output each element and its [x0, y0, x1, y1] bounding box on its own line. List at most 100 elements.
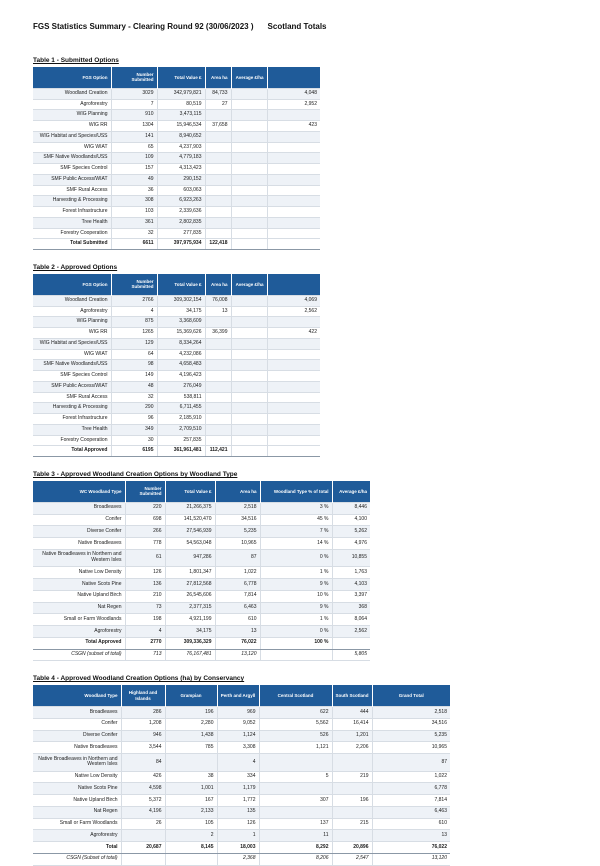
row-label: Conifer [33, 513, 126, 527]
table-row: Forestry Cooperation 32 277,835 [33, 227, 320, 240]
cell [231, 87, 268, 100]
cell: 526 [259, 729, 333, 743]
row-label: Native Upland Birch [33, 589, 126, 603]
cell: 15,946,534 [157, 120, 206, 132]
table-row-total: Total 20,687 8,145 18,003 8,292 20,896 76,022 [33, 841, 450, 854]
table-row-total: Total Approved 2770 309,336,329 76,022 100 % [33, 636, 370, 650]
cell: 7 % [260, 525, 333, 539]
column-header: Average £/ha [230, 67, 267, 89]
row-label: Native Broadleaves [33, 537, 126, 550]
cell [231, 109, 268, 122]
table-row: Agroforestry 2 1 11 13 [33, 829, 450, 843]
cell: 20,687 [121, 841, 166, 854]
cell [205, 402, 232, 415]
row-label: SMF Public Access/WIAT [33, 173, 112, 186]
column-header: Woodland Type % of total [259, 481, 332, 503]
cell: 13 [372, 829, 450, 843]
cell [205, 173, 232, 186]
cell [231, 195, 268, 208]
table-row: SMF Rural Access 36 603,063 [33, 184, 320, 197]
cell: 4,779,183 [157, 152, 206, 165]
cell: 65 [111, 141, 158, 154]
column-header: Number Submitted [110, 274, 157, 296]
cell [231, 337, 268, 350]
column-header: Total Value £ [156, 274, 205, 296]
cell: 308 [111, 195, 158, 208]
row-label: Harvesting & Processing [33, 195, 112, 208]
cell: 6,923,263 [157, 195, 206, 208]
cell: 290,152 [157, 173, 206, 186]
table-row: SMF Species Control 149 4,196,423 [33, 370, 320, 382]
cell: 361 [111, 216, 158, 229]
cell [267, 380, 320, 393]
cell: 8,145 [165, 841, 218, 854]
cell: 8,446 [332, 501, 370, 515]
cell: 426 [121, 770, 166, 784]
cell [205, 370, 232, 382]
cell [205, 130, 232, 143]
cell: 4 [217, 753, 260, 772]
row-label: SMF Rural Access [33, 184, 112, 197]
cell: 4,658,483 [157, 359, 206, 372]
cell: 4,103 [332, 578, 370, 591]
cell: 141,520,470 [165, 513, 216, 527]
row-label: SMF Species Control [33, 370, 112, 382]
table-row: Forest Infrastructure 96 2,185,910 [33, 413, 320, 425]
cell: 0 % [260, 625, 333, 638]
row-label: Total [33, 841, 122, 854]
cell [205, 195, 232, 208]
row-label: SMF Native Woodlands/USS [33, 152, 112, 165]
cell: 7,814 [215, 589, 261, 603]
cell: 76,022 [372, 841, 450, 854]
cell: 286 [121, 706, 166, 719]
column-header: FGS Option [33, 67, 111, 89]
cell: 1,801,347 [165, 566, 216, 580]
cell [267, 216, 320, 229]
row-label: Harvesting & Processing [33, 402, 112, 415]
cell [231, 163, 268, 175]
column-header: Area ha [204, 274, 231, 296]
section-table-2: Table 2 - Approved Options FGS Option Num… [33, 264, 590, 458]
cell: 1,121 [259, 741, 333, 755]
row-label: Native Upland Birch [33, 794, 122, 807]
row-label: Tree Health [33, 423, 112, 436]
cell [231, 184, 268, 197]
row-label: Forestry Cooperation [33, 227, 112, 240]
cell: 257,835 [157, 434, 206, 447]
cell: 220 [125, 501, 166, 515]
cell: 84 [121, 753, 166, 772]
cell: 8,206 [259, 852, 333, 866]
table-row: SMF Public Access/WIAT 48 276,049 [33, 380, 320, 393]
table-row: SMF Native Woodlands/USS 98 4,658,483 [33, 359, 320, 372]
table-row: Harvesting & Processing 308 6,923,263 [33, 195, 320, 208]
cell: 8,292 [259, 841, 333, 854]
table-header-row: WC Woodland Type Number Submitted Total Va… [33, 481, 370, 503]
table-row: Agroforestry 7 80,519 27 2,952 [33, 98, 320, 111]
table-row: Nat Regen 73 2,377,315 6,463 9 % 368 [33, 601, 370, 615]
cell: 87 [215, 548, 261, 568]
row-label: WIG WIAT [33, 348, 112, 361]
cell: 349 [111, 423, 158, 436]
cell: 969 [217, 706, 260, 719]
cell [205, 206, 232, 218]
cell [205, 141, 232, 154]
cell [231, 348, 268, 361]
cell: 603,063 [157, 184, 206, 197]
table-row: SMF Native Woodlands/USS 109 4,779,183 [33, 152, 320, 165]
table-row: Native Broadleaves in Northern and Weste… [33, 548, 370, 568]
cell [205, 359, 232, 372]
table-row: Native Broadleaves 3,544 785 3,308 1,121 2,20… [33, 741, 450, 755]
cell [231, 238, 268, 251]
cell: 947,286 [165, 548, 216, 568]
cell [267, 370, 320, 382]
table-row: Native Upland Birch 5,372 167 1,772 307 196 7,… [33, 794, 450, 807]
table-row-total: Total Submitted 6611 397,975,934 122,418 [33, 238, 320, 251]
cell: 698 [125, 513, 166, 527]
row-label: Small or Farm Woodlands [33, 613, 126, 627]
table-row: Small or Farm Woodlands 198 4,921,199 610 1 … [33, 613, 370, 627]
row-label: WIG Planning [33, 109, 112, 122]
cell: 13 [215, 625, 261, 638]
table-row: Agroforestry 4 34,175 13 0 % 2,562 [33, 625, 370, 638]
row-label: Small or Farm Woodlands [33, 817, 122, 831]
